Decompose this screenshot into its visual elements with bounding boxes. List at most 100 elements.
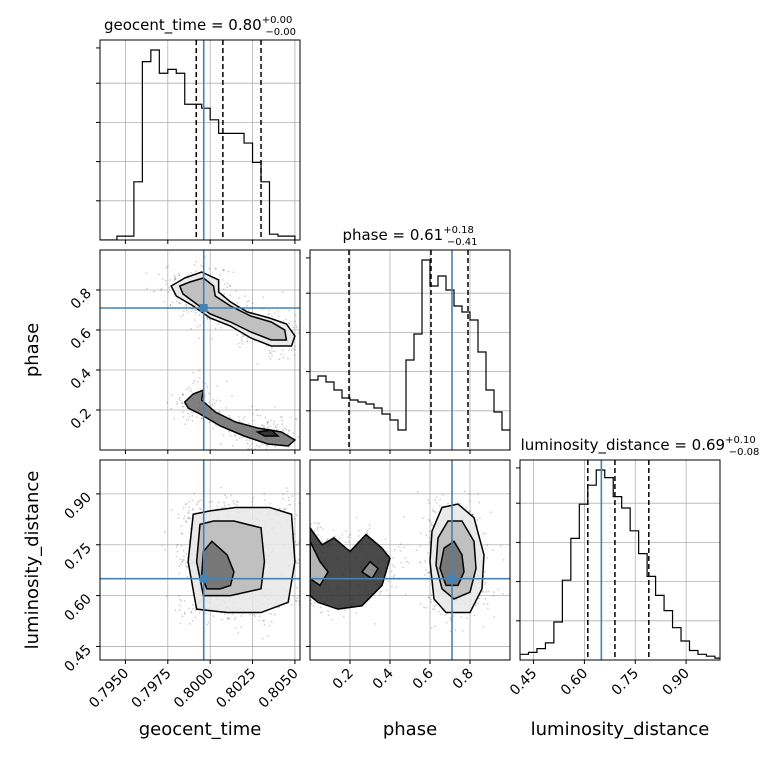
sample-point [295,514,298,517]
sample-point [326,539,329,542]
sample-point [215,267,217,270]
sample-point [419,562,422,564]
sample-point [195,416,198,419]
sample-point [253,455,255,457]
sample-point [274,406,277,408]
sample-point [196,503,198,506]
x-tick-label-luminosity_distance: 0.45 [507,666,540,699]
x-tick-label-phase: 0.8 [450,666,477,693]
sample-point [188,506,190,509]
sample-point [210,405,213,407]
x-tick-label-luminosity_distance: 0.90 [660,666,693,699]
sample-point [268,624,271,627]
sample-point [319,606,322,609]
sample-point [153,290,156,293]
sample-point [301,445,303,447]
sample-point [175,555,178,558]
sample-point [267,634,270,637]
sample-point [294,540,297,543]
density-fill-1 [179,278,287,340]
sample-point [430,598,433,601]
sample-point [181,561,184,563]
sample-point [229,416,232,419]
sample-point [204,256,207,258]
hist-title-geocent_time: geocent_time = 0.80+0.00 −0.00 [104,15,296,38]
sample-point [165,283,168,286]
sample-point [415,549,418,552]
sample-point [181,560,184,563]
sample-point [392,556,395,559]
sample-point [295,600,298,603]
sample-point [308,586,310,588]
hist-area [310,250,510,450]
hist-panel-phase: phase = 0.61+0.18 −0.41 [306,225,511,451]
sample-point [196,501,199,504]
sample-point [327,609,329,612]
sample-point [397,546,400,548]
sample-point [435,496,438,499]
sample-point [302,599,304,601]
sample-point [192,509,194,511]
sample-point [281,423,284,425]
sample-point [181,393,184,396]
x-tick-label-luminosity_distance: 0.60 [558,666,591,699]
sample-point [182,411,185,413]
sample-point [192,382,195,385]
sample-point [204,382,207,385]
x-axis-label-geocent_time: geocent_time [139,719,262,740]
sample-point [314,601,316,604]
sample-point [235,500,238,503]
sample-point [228,285,231,288]
sample-point [268,612,271,615]
panel-frame [99,459,301,661]
sample-point [419,602,422,605]
sample-point [294,314,297,317]
sample-point [263,619,266,622]
sample-point [342,615,345,618]
sample-point [384,538,387,540]
sample-point [347,536,350,538]
sample-point [460,616,463,619]
sample-point [273,312,276,314]
sample-point [387,580,390,583]
sample-point [258,445,261,448]
y-tick-label-phase: 0.4 [68,365,95,392]
sample-point [173,279,176,282]
sample-point [452,615,455,617]
x-tick-label-geocent_time: 0.7950 [86,666,132,712]
sample-point [290,349,293,351]
sample-point [282,356,285,359]
panel-frame [519,459,721,661]
sample-point [330,618,333,621]
sample-point [482,603,485,605]
sample-point [341,533,344,536]
sample-point [276,423,279,426]
sample-point [305,433,307,435]
sample-point [285,318,287,321]
sample-point [289,455,291,457]
sample-point [225,406,228,409]
sample-point [208,401,210,404]
sample-point [486,556,489,559]
sample-point [292,432,295,435]
sample-point [484,581,487,584]
sample-point [176,401,178,403]
sample-point [200,264,203,267]
y-tick-label-luminosity_distance: 0.60 [61,591,94,624]
sample-point [224,494,227,497]
sample-point [303,562,305,564]
sample-point [484,583,486,586]
sample-point [379,593,381,595]
sample-point [194,309,197,312]
sample-point [267,420,270,423]
sample-point [287,496,290,499]
contour-line-2 [439,540,465,587]
sample-point [246,452,248,454]
sample-point [264,416,267,419]
panel-frame [309,459,511,661]
sample-point [228,617,230,620]
sample-point [215,399,218,402]
sample-point [160,288,163,290]
sample-point [298,575,300,577]
sample-point [291,453,293,455]
